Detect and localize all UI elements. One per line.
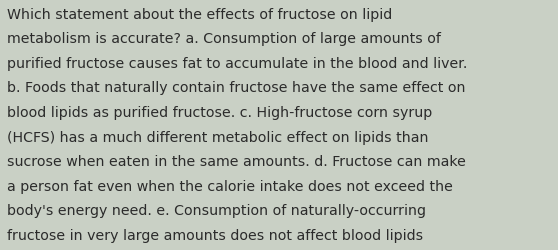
Text: (HCFS) has a much different metabolic effect on lipids than: (HCFS) has a much different metabolic ef… bbox=[7, 130, 429, 144]
Text: purified fructose causes fat to accumulate in the blood and liver.: purified fructose causes fat to accumula… bbox=[7, 56, 468, 70]
Text: blood lipids as purified fructose. c. High-fructose corn syrup: blood lipids as purified fructose. c. Hi… bbox=[7, 106, 432, 120]
Text: a person fat even when the calorie intake does not exceed the: a person fat even when the calorie intak… bbox=[7, 179, 453, 193]
Text: b. Foods that naturally contain fructose have the same effect on: b. Foods that naturally contain fructose… bbox=[7, 81, 466, 95]
Text: metabolism is accurate? a. Consumption of large amounts of: metabolism is accurate? a. Consumption o… bbox=[7, 32, 441, 46]
Text: body's energy need. e. Consumption of naturally-occurring: body's energy need. e. Consumption of na… bbox=[7, 204, 426, 218]
Text: sucrose when eaten in the same amounts. d. Fructose can make: sucrose when eaten in the same amounts. … bbox=[7, 154, 466, 168]
Text: fructose in very large amounts does not affect blood lipids: fructose in very large amounts does not … bbox=[7, 228, 424, 242]
Text: Which statement about the effects of fructose on lipid: Which statement about the effects of fru… bbox=[7, 8, 392, 22]
